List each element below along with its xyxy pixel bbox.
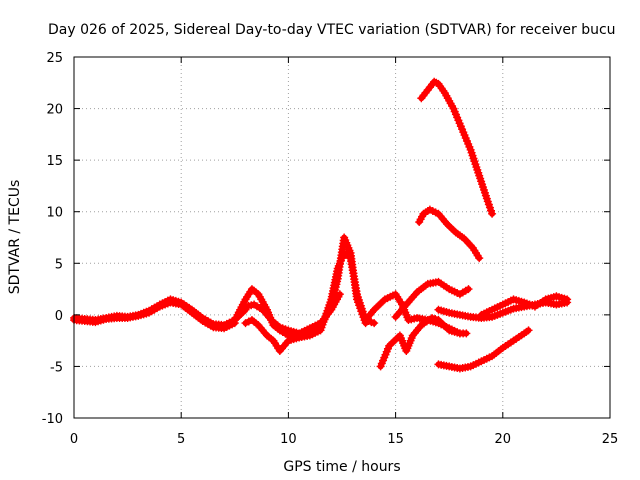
data-point: [488, 209, 497, 218]
data-point: [563, 295, 572, 304]
data-point: [370, 319, 379, 328]
x-tick-label: 0: [70, 432, 78, 447]
x-tick-label: 10: [280, 432, 297, 447]
y-axis-label: SDTVAR / TECUs: [7, 180, 23, 295]
data-point: [335, 290, 344, 299]
x-axis-label: GPS time / hours: [283, 459, 400, 475]
data-point: [524, 326, 533, 335]
data-point: [464, 285, 473, 294]
x-tick-label: 15: [387, 432, 404, 447]
y-tick-label: 0: [55, 309, 63, 324]
y-tick-label: 25: [46, 51, 63, 66]
y-tick-label: -5: [50, 360, 63, 375]
series-track-j: [477, 292, 572, 319]
x-tick-label: 25: [602, 432, 619, 447]
series-track-h: [391, 277, 473, 321]
data-point: [462, 329, 471, 338]
y-tick-label: 10: [46, 206, 63, 221]
y-tick-label: 5: [55, 257, 63, 272]
chart-title: Day 026 of 2025, Sidereal Day-to-day VTE…: [48, 22, 616, 38]
y-tick-label: -10: [42, 412, 63, 427]
data-point: [475, 254, 484, 263]
series-track-m: [417, 77, 497, 218]
series-track-e: [241, 290, 344, 338]
series-track-b: [70, 298, 239, 333]
series-layer: [70, 77, 572, 373]
axis-ticks: 0 5 10 15 20 25 -10 -5 0 5 10 15 20 25: [42, 51, 619, 447]
y-tick-label: 15: [46, 154, 63, 169]
x-tick-label: 20: [495, 432, 512, 447]
y-tick-label: 20: [46, 103, 63, 118]
x-tick-label: 5: [177, 432, 185, 447]
series-track-k: [434, 326, 533, 373]
series-track-g: [376, 313, 471, 371]
plot-frame: [73, 56, 611, 419]
series-track-l: [415, 205, 484, 263]
